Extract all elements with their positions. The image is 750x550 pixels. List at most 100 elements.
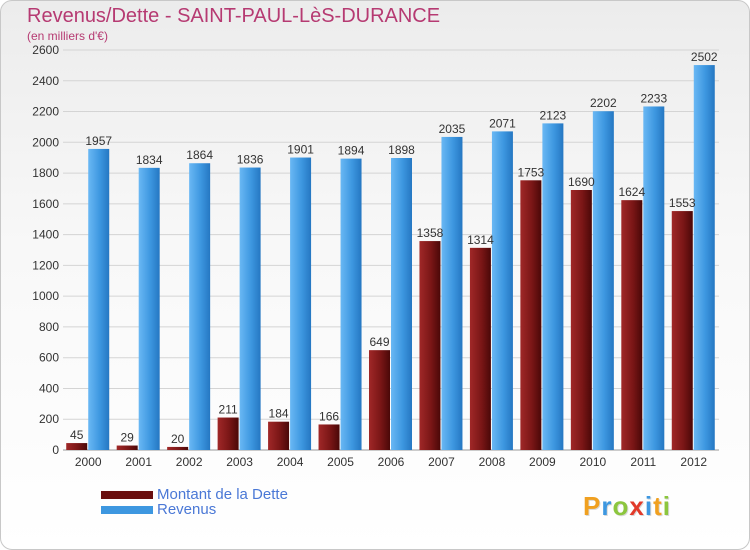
bar-revenus — [189, 163, 211, 450]
logo-letter: t — [653, 491, 663, 521]
logo-letter: r — [601, 491, 613, 521]
logo-letter: o — [612, 491, 630, 521]
data-label-dette: 29 — [121, 431, 135, 445]
data-label-dette: 1624 — [618, 185, 645, 199]
data-label-revenus: 1894 — [338, 144, 365, 158]
data-label-dette: 1358 — [417, 226, 444, 240]
legend-swatch-revenus — [101, 505, 153, 514]
data-label-dette: 166 — [319, 409, 339, 423]
y-tick-label: 2600 — [32, 43, 59, 57]
bar-dette — [268, 421, 290, 450]
y-tick-label: 2000 — [32, 135, 59, 149]
bar-revenus — [138, 167, 160, 450]
bar-revenus — [88, 148, 110, 450]
data-label-revenus: 1898 — [388, 143, 415, 157]
x-tick-label: 2012 — [680, 455, 707, 469]
chart-title: Revenus/Dette - SAINT-PAUL-LèS-DURANCE — [27, 5, 441, 27]
bar-revenus — [592, 111, 614, 450]
bar-dette — [469, 247, 491, 450]
y-tick-label: 2400 — [32, 74, 59, 88]
x-tick-label: 2003 — [226, 455, 253, 469]
data-labels: 45 1957 29 1834 20 1864 211 1836 184 1901 166 1894 6… — [70, 50, 718, 446]
x-tick-label: 2002 — [176, 455, 203, 469]
bar-dette — [116, 445, 138, 450]
x-tick-label: 2010 — [579, 455, 606, 469]
data-label-revenus: 1957 — [85, 134, 112, 148]
bar-dette — [369, 350, 390, 450]
logo-letter: P — [583, 491, 602, 521]
bar-dette — [66, 443, 88, 450]
bar-dette — [520, 180, 542, 451]
data-label-dette: 1690 — [568, 175, 595, 189]
data-label-revenus: 1836 — [237, 153, 264, 167]
bar-revenus — [340, 158, 362, 450]
data-label-dette: 649 — [369, 335, 389, 349]
data-label-dette: 1553 — [669, 196, 696, 210]
data-label-revenus: 2123 — [540, 108, 567, 122]
y-tick-label: 1600 — [32, 197, 59, 211]
bar-dette — [167, 446, 189, 450]
x-tick-label: 2001 — [125, 455, 152, 469]
bar-dette — [621, 200, 643, 450]
y-tick-label: 2200 — [32, 105, 59, 119]
x-tick-label: 2005 — [327, 455, 354, 469]
x-tick-label: 2004 — [277, 455, 304, 469]
y-tick-label: 400 — [39, 381, 59, 395]
logo-letter: i — [644, 491, 654, 521]
x-tick-label: 2000 — [75, 455, 102, 469]
y-tick-label: 200 — [39, 412, 59, 426]
y-tick-label: 0 — [52, 443, 59, 457]
data-label-revenus: 1864 — [186, 148, 213, 162]
bar-revenus — [441, 136, 463, 450]
y-tick-label: 1800 — [32, 166, 59, 180]
bar-revenus — [290, 157, 312, 451]
bar-revenus — [491, 131, 513, 450]
logo-letter: i — [662, 491, 671, 521]
y-tick-label: 800 — [39, 320, 59, 334]
legend-label-dette: Montant de la Dette — [157, 486, 288, 503]
bar-revenus — [693, 65, 715, 451]
legend: Montant de la Dette Revenus — [101, 486, 288, 518]
x-tick-label: 2007 — [428, 455, 455, 469]
y-tick-label: 1200 — [32, 258, 59, 272]
legend-item-dette: Montant de la Dette — [101, 486, 288, 503]
x-tick-label: 2006 — [378, 455, 405, 469]
data-label-revenus: 1834 — [136, 153, 163, 167]
data-label-dette: 1314 — [467, 233, 494, 247]
y-axis-ticks: 0 200 400 600 800 1000 1200 1400 1600 1800 2000 220… — [32, 43, 59, 457]
chart-subtitle: (en milliers d'€) — [27, 29, 108, 43]
y-tick-label: 1400 — [32, 228, 59, 242]
bar-revenus — [391, 158, 412, 450]
data-label-dette: 45 — [70, 428, 84, 442]
bar-dette — [671, 211, 693, 450]
bar-revenus — [239, 167, 261, 451]
data-label-dette: 20 — [171, 432, 185, 446]
bar-dette — [419, 241, 441, 450]
x-axis-ticks: 2000 2001 2002 2003 2004 2005 2006 2007 2008 2009… — [75, 455, 708, 469]
proxiti-logo: Proxiti — [583, 491, 671, 522]
bar-dette — [318, 424, 340, 450]
legend-swatch-dette — [101, 490, 153, 499]
bar-dette — [570, 190, 592, 450]
legend-label-revenus: Revenus — [157, 501, 217, 518]
x-tick-label: 2008 — [479, 455, 506, 469]
logo-letter: x — [629, 491, 645, 521]
data-label-dette: 1753 — [518, 165, 545, 179]
legend-item-revenus: Revenus — [101, 501, 288, 518]
y-tick-label: 1000 — [32, 289, 59, 303]
data-label-revenus: 2502 — [691, 50, 718, 64]
data-label-revenus: 2071 — [489, 116, 516, 130]
data-label-revenus: 1901 — [287, 143, 314, 157]
bar-revenus — [542, 123, 564, 450]
data-label-revenus: 2035 — [439, 122, 466, 136]
data-label-dette: 211 — [219, 403, 238, 417]
x-tick-label: 2011 — [630, 455, 656, 469]
bars — [66, 65, 715, 451]
bar-revenus — [643, 106, 665, 450]
data-label-dette: 184 — [269, 407, 289, 421]
bar-dette — [217, 417, 239, 450]
data-label-revenus: 2233 — [640, 91, 667, 105]
x-tick-label: 2009 — [529, 455, 556, 469]
